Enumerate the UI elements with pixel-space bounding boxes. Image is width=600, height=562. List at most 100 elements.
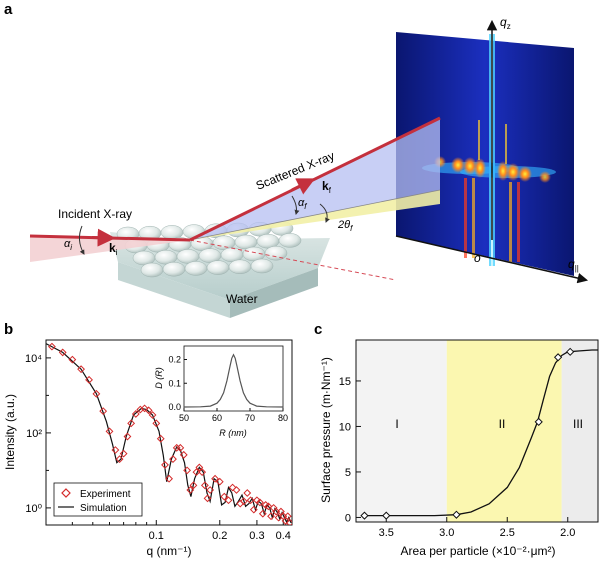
region-ii-band	[446, 340, 562, 522]
experiment-point	[183, 466, 192, 475]
x-tick-label: 0.3	[249, 530, 264, 542]
experiment-point	[136, 405, 145, 414]
q-parallel-axis	[395, 235, 589, 284]
isotherm-marker	[566, 347, 575, 356]
y-tick-label: 10²	[26, 428, 42, 440]
experiment-point	[253, 496, 261, 505]
y-tick-label: 10⁴	[25, 353, 42, 365]
x-tick-label: 0.2	[212, 530, 227, 542]
ki-arrow	[91, 228, 116, 247]
panel-a: a	[4, 1, 589, 318]
two-theta-label: 2θf	[337, 219, 353, 233]
ki-label: ki	[109, 241, 118, 257]
experiment-point	[186, 486, 195, 494]
qz-label: qz	[500, 15, 511, 31]
experiment-point	[179, 450, 188, 459]
region-i-band	[356, 340, 447, 522]
panel-c-plot-area	[360, 347, 598, 520]
experiment-point	[232, 486, 241, 494]
experiment-point	[111, 446, 120, 454]
nanoparticle	[228, 259, 252, 275]
region-iii-band	[561, 340, 598, 522]
panel-a-label: a	[4, 1, 13, 18]
nanoparticle	[278, 233, 302, 248]
c-y-tick-label: 15	[339, 376, 351, 388]
experiment-point	[192, 468, 201, 477]
c-x-tick-label: 3.0	[439, 527, 454, 539]
incident-xray-label: Incident X-ray	[58, 207, 132, 221]
c-y-tick-label: 5	[345, 467, 351, 479]
experiment-point	[215, 477, 224, 486]
panel-b-label: b	[4, 321, 13, 338]
inset-x-tick-label: 60	[212, 413, 222, 423]
experiment-point	[267, 512, 275, 521]
panel-c-xlabel: Area per particle (×10⁻²·μm²)	[401, 544, 556, 558]
q-parallel-label: q||	[568, 257, 579, 273]
legend-experiment-marker	[61, 488, 71, 498]
panel-b-ylabel: Intensity (a.u.)	[3, 394, 17, 470]
alpha-f-label: αf	[298, 197, 307, 211]
isotherm-marker	[534, 417, 543, 427]
experiment-point	[195, 463, 204, 472]
inset-ylabel: D (R)	[154, 367, 164, 389]
experiment-point	[206, 486, 215, 494]
inset-plot-area	[184, 353, 283, 408]
experiment-point	[243, 489, 252, 497]
experiment-point	[131, 410, 140, 418]
experiment-point	[99, 407, 108, 416]
simulation-line	[46, 343, 292, 524]
experiment-point	[85, 375, 93, 384]
incident-beam-cone	[30, 236, 190, 262]
legend-experiment: Experiment	[80, 489, 131, 500]
experiment-point	[220, 492, 229, 501]
experiment-point	[161, 461, 169, 469]
water-subpage: Water	[110, 221, 330, 318]
alpha-f-arc	[291, 195, 300, 215]
experiment-point	[148, 411, 157, 419]
inset-xlabel: R (nm)	[219, 428, 247, 438]
water-label: Water	[226, 292, 258, 306]
panel-c-frame	[355, 339, 599, 523]
experiment-point	[105, 427, 114, 436]
experiment-point	[127, 419, 136, 428]
experiment-point	[258, 509, 267, 518]
isotherm-marker	[452, 510, 461, 519]
alpha-i-arc	[78, 225, 85, 255]
inset-y-tick-label: 0.0	[168, 402, 181, 412]
two-theta-arc	[319, 203, 330, 223]
experiment-point	[256, 498, 264, 507]
experiment-point	[224, 496, 233, 505]
panel-b-axes: 0.1 0.2 0.3 0.4 10⁰ 10² 10⁴	[25, 353, 291, 542]
experiment-point	[249, 505, 258, 514]
c-x-tick-label: 2.0	[560, 527, 575, 539]
experiment-point	[115, 455, 124, 464]
c-x-tick-label: 2.5	[500, 527, 515, 539]
experiment-point	[200, 481, 209, 490]
inset-x-tick-label: 70	[245, 413, 255, 423]
panel-c: c 3.5 3.0 2.5 2.0 0 5 10 15 I II III Surface pr…	[314, 321, 599, 558]
x-tick-label: 0.1	[149, 530, 164, 542]
kf-arrow	[291, 178, 316, 195]
experiment-point	[77, 365, 85, 374]
nanoparticle	[264, 245, 288, 261]
region-ii-label: II	[499, 417, 506, 431]
experiment-point	[144, 406, 153, 415]
experiment-point	[92, 389, 101, 398]
isotherm-marker	[382, 511, 391, 520]
experiment-point	[239, 497, 248, 506]
experiment-point	[58, 348, 67, 357]
experiment-point	[156, 434, 165, 443]
kf-label: kf	[322, 179, 332, 195]
experiment-point	[285, 518, 292, 525]
nanoparticle	[140, 262, 164, 278]
inset-y-tick-label: 0.1	[168, 378, 181, 388]
experiment-point	[203, 494, 212, 503]
experiment-point	[152, 419, 161, 428]
experiment-point	[211, 474, 219, 483]
c-y-tick-label: 10	[339, 421, 351, 433]
experiment-point	[246, 496, 255, 505]
c-x-tick-label: 3.5	[379, 527, 394, 539]
inset-y-tick-label: 0.2	[168, 355, 181, 365]
experiment-point	[140, 404, 149, 413]
